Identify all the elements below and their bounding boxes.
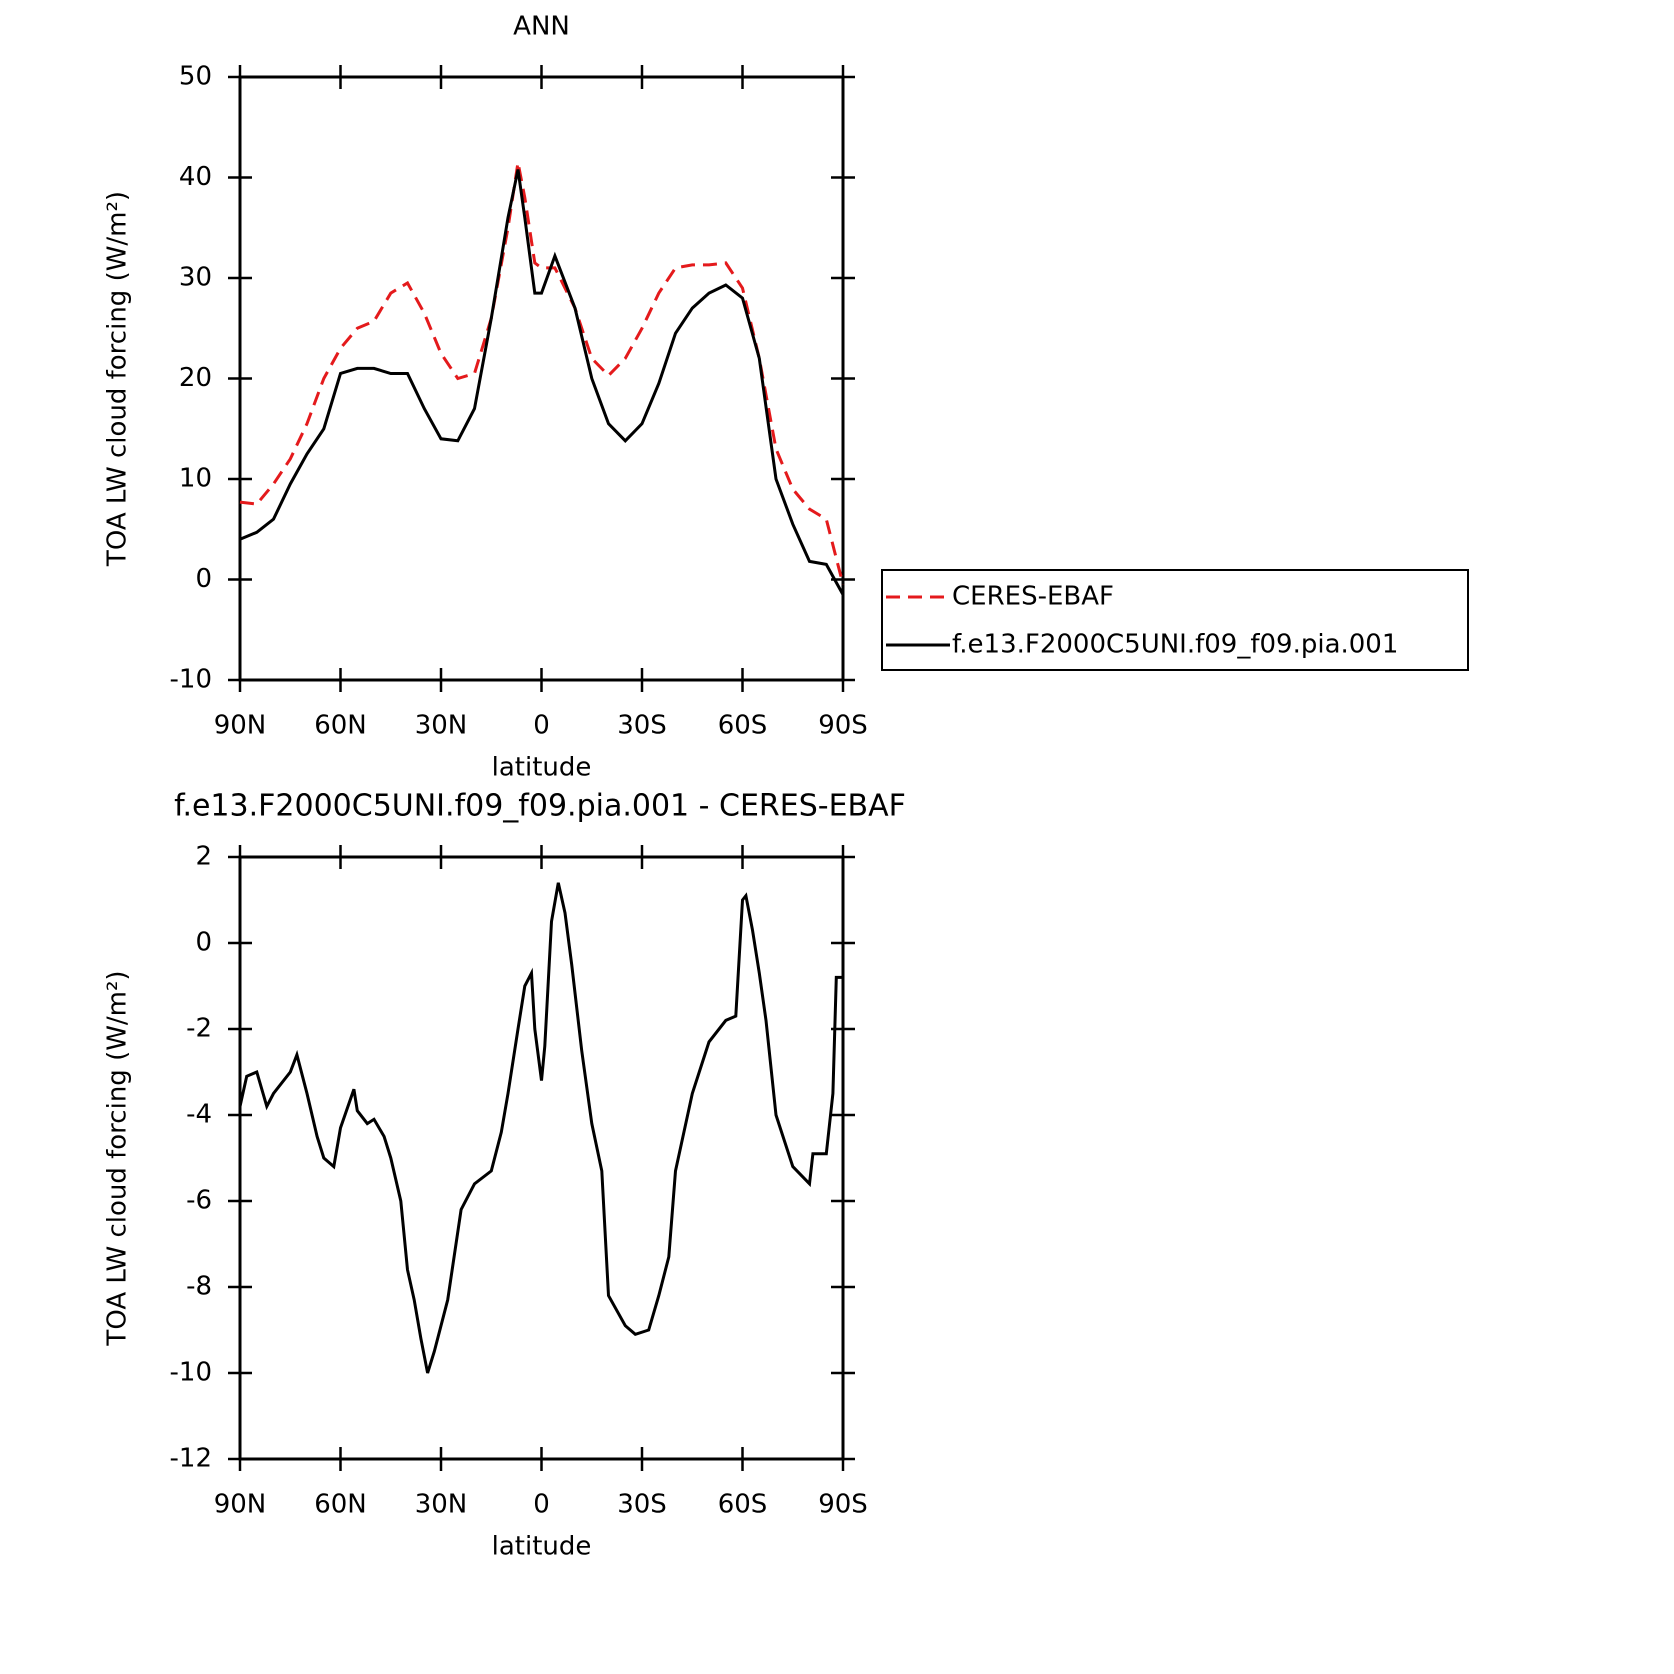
y-axis-label: TOA LW cloud forcing (W/m²) (103, 191, 133, 567)
y-tick-label: -4 (186, 1100, 212, 1130)
y-axis-label: TOA LW cloud forcing (W/m²) (103, 970, 133, 1346)
y-tick-label: -2 (186, 1014, 212, 1044)
chart-title: f.e13.F2000C5UNI.f09_f09.pia.001 - CERES… (174, 789, 906, 824)
x-tick-label: 90N (214, 1490, 267, 1520)
x-tick-label: 30S (617, 1490, 667, 1520)
x-tick-label: 0 (533, 711, 550, 741)
legend-box (881, 569, 1469, 671)
x-tick-label: 30S (617, 711, 667, 741)
x-tick-label: 0 (533, 1490, 550, 1520)
y-tick-label: 50 (179, 62, 212, 92)
y-tick-label: -6 (186, 1186, 212, 1216)
x-tick-label: 90N (214, 711, 267, 741)
plot-frame (238, 75, 845, 682)
x-tick-label: 90S (818, 711, 868, 741)
x-axis-label: latitude (492, 753, 592, 783)
y-tick-label: 10 (179, 464, 212, 494)
y-tick-label: 40 (179, 162, 212, 192)
y-tick-label: 30 (179, 263, 212, 293)
x-tick-label: 60S (718, 711, 768, 741)
data-line (238, 882, 843, 1374)
y-tick-label: 2 (195, 842, 212, 872)
x-tick-label: 60S (718, 1490, 768, 1520)
data-line (239, 169, 845, 596)
chart-title: ANN (513, 12, 570, 42)
x-axis-label: latitude (492, 1532, 592, 1562)
y-tick-label: 0 (195, 564, 212, 594)
y-tick-label: 20 (179, 363, 212, 393)
x-tick-label: 30N (415, 1490, 468, 1520)
legend-label: f.e13.F2000C5UNI.f09_f09.pia.001 (952, 630, 1398, 660)
x-tick-label: 30N (415, 711, 468, 741)
y-tick-label: 0 (195, 928, 212, 958)
y-tick-label: -10 (170, 1358, 212, 1388)
legend-label: CERES-EBAF (952, 582, 1114, 612)
data-line (239, 162, 845, 585)
x-tick-label: 60N (314, 1490, 367, 1520)
y-tick-label: -10 (170, 665, 212, 695)
plot-frame (238, 855, 845, 1461)
y-tick-label: -12 (170, 1444, 212, 1474)
x-tick-label: 60N (314, 711, 367, 741)
y-tick-label: -8 (186, 1272, 212, 1302)
x-tick-label: 90S (818, 1490, 868, 1520)
